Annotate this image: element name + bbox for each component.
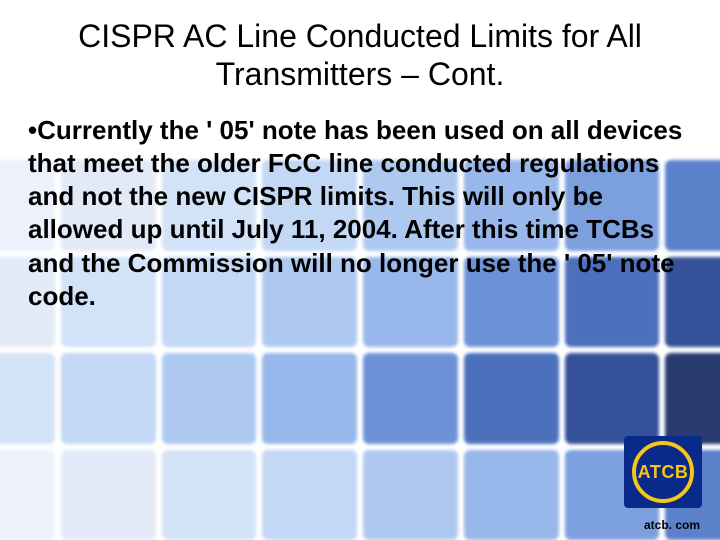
logo-container: ATCB [624, 436, 702, 508]
logo-ring: ATCB [632, 441, 694, 503]
background-cell [162, 450, 257, 540]
background-cell [565, 353, 660, 444]
slide-body: •Currently the ' 05' note has been used … [0, 102, 720, 314]
background-cell [162, 353, 257, 444]
background-cell [0, 450, 55, 540]
body-paragraph: Currently the ' 05' note has been used o… [28, 115, 682, 311]
background-cell [363, 353, 458, 444]
footer-url: atcb. com [644, 518, 700, 532]
background-cell [0, 353, 55, 444]
background-cell [665, 353, 720, 444]
bullet-marker: • [28, 115, 37, 145]
background-cell [363, 450, 458, 540]
logo-text: ATCB [638, 462, 689, 483]
background-cell [61, 353, 156, 444]
background-cell [464, 353, 559, 444]
background-cell [464, 450, 559, 540]
atcb-logo: ATCB [624, 436, 702, 508]
background-cell [262, 450, 357, 540]
background-cell [61, 450, 156, 540]
background-cell [262, 353, 357, 444]
slide-title: CISPR AC Line Conducted Limits for All T… [0, 0, 720, 102]
